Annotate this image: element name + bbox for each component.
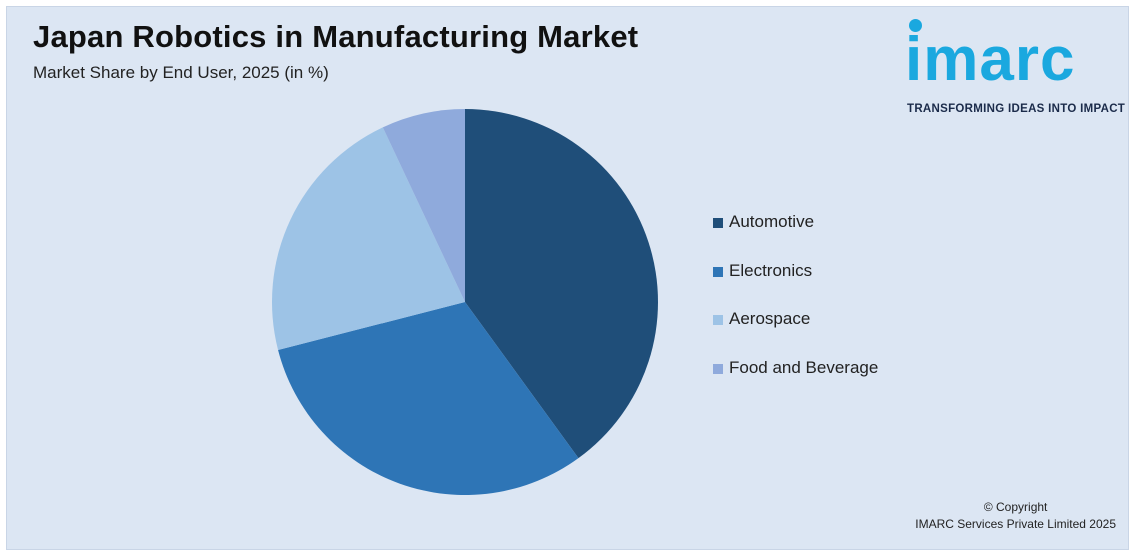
legend-swatch <box>713 266 723 277</box>
legend-label: Electronics <box>729 260 813 280</box>
chart-subtitle: Market Share by End User, 2025 (in %) <box>33 63 329 82</box>
pie-slice-food-and-beverage <box>382 109 465 302</box>
legend-label: Aerospace <box>729 309 811 328</box>
legend-swatch <box>713 315 723 325</box>
imarc-logo: imarc TRANSFORMING IDEAS INTO IMPACT <box>905 15 1125 119</box>
chart-title: Japan Robotics in Manufacturing Market <box>33 19 639 54</box>
copyright-line: © Copyright <box>983 500 1048 514</box>
pie-slice-electronics <box>278 302 579 496</box>
copyright-company: IMARC Services Private Limited 2025 <box>915 517 1116 531</box>
legend-label: Food and Beverage <box>729 357 879 377</box>
pie-slice-aerospace <box>271 127 465 351</box>
legend-swatch <box>713 218 723 228</box>
legend-swatch <box>713 363 723 374</box>
logo-dot-icon <box>909 19 922 32</box>
pie-chart <box>271 109 658 496</box>
logo-tagline: TRANSFORMING IDEAS INTO IMPACT <box>907 103 1126 115</box>
pie-slice-automotive <box>465 109 658 459</box>
copyright-notice: © Copyright IMARC Services Private Limit… <box>915 499 1116 533</box>
legend-label: Automotive <box>729 212 815 231</box>
chart-frame: Japan Robotics in Manufacturing Market M… <box>6 6 1129 550</box>
logo-wordmark: imarc <box>905 25 1076 94</box>
